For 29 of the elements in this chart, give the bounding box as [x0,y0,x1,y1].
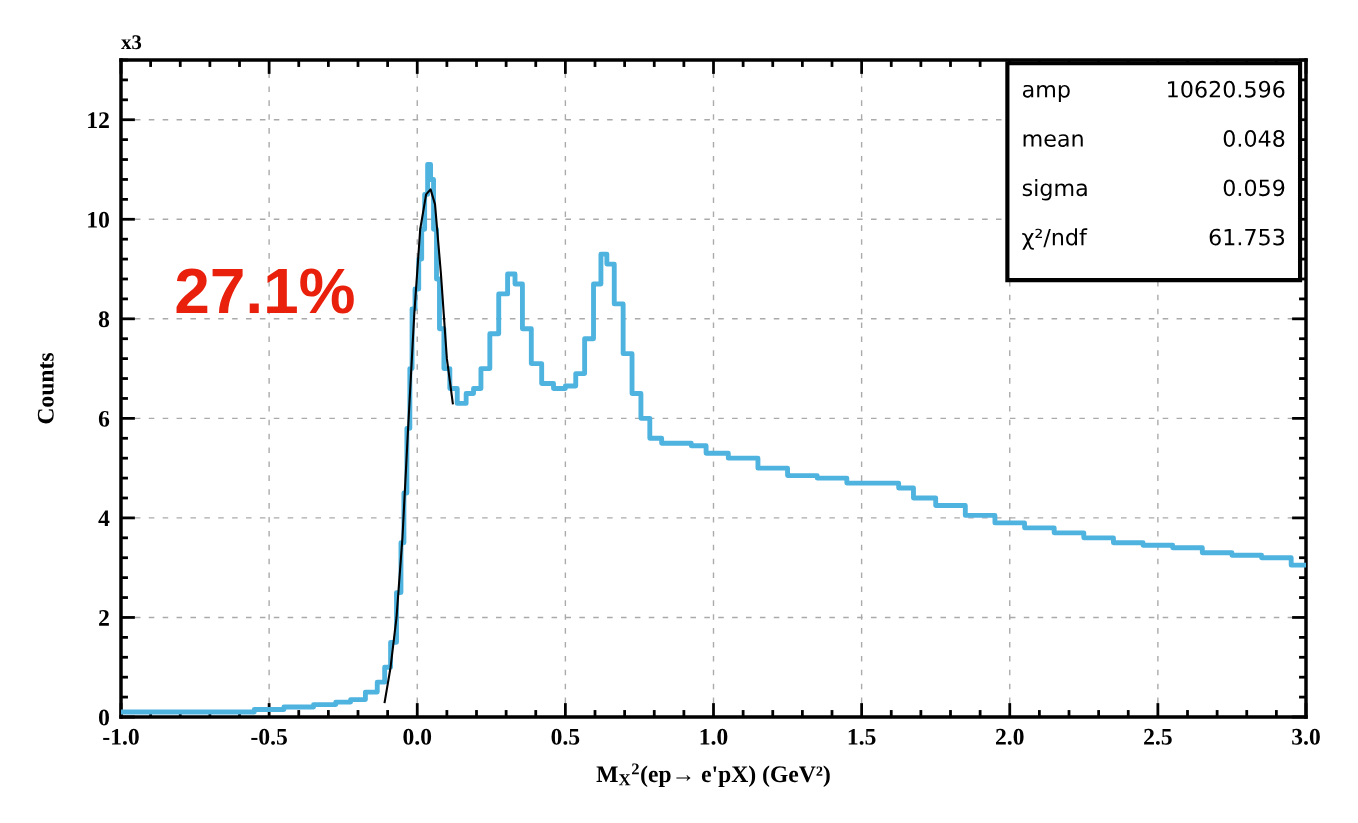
y-tick-label: 6 [98,410,110,427]
y-axis-title: Counts [37,352,54,424]
y-tick-label: 2 [99,610,109,626]
annotation: sigma [1022,179,1087,201]
x-tick-label: 1.5 [848,728,876,745]
y-tick-label: 8 [98,311,110,328]
x-tick-label: 3.0 [1292,728,1320,745]
x-tick-label: -0.5 [251,728,287,745]
annotation: 0.059 [1223,179,1285,197]
x-tick-label: 1.0 [700,728,728,745]
annotation: 27.1% [176,268,354,314]
y-tick-label: 4 [98,510,110,527]
y-tick-label: 10 [88,211,109,228]
x-tick-label: -1.0 [103,728,139,745]
y-tick-label: 12 [88,112,109,128]
annotation: 61.753 [1209,228,1285,246]
x-axis-title: M$_{X}$$^{2}$(ep→ e'pX) (GeV²) [596,763,830,787]
line-series [383,188,454,704]
y-tick-label: 0 [98,709,109,726]
x-tick-label: 0.0 [403,728,432,745]
x-tick-label: 2.0 [995,728,1024,745]
annotation: χ²/ndf [1022,228,1088,250]
annotation: 0.048 [1223,130,1285,147]
text: x3 [121,35,142,50]
x-tick-label: 2.5 [1144,728,1172,745]
annotation: 10620.596 [1168,80,1285,98]
annotation: mean [1023,134,1083,147]
annotation: amp [1022,84,1070,102]
x-tick-label: 0.5 [551,728,580,745]
